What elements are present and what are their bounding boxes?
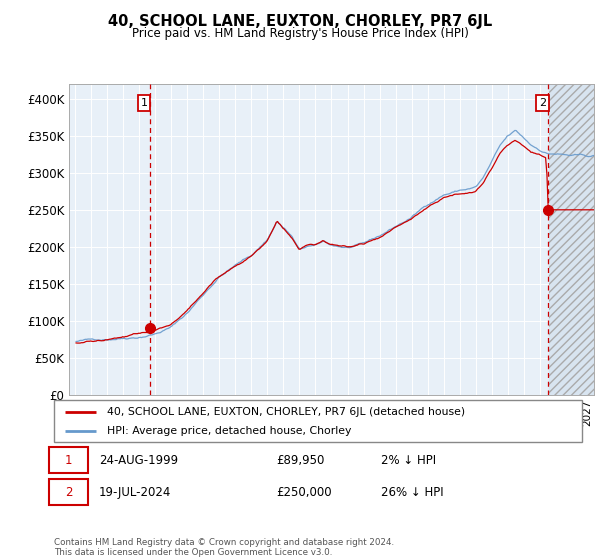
Text: 1: 1 bbox=[140, 98, 148, 108]
Bar bbox=[549, 84, 600, 395]
Text: 40, SCHOOL LANE, EUXTON, CHORLEY, PR7 6JL: 40, SCHOOL LANE, EUXTON, CHORLEY, PR7 6J… bbox=[108, 14, 492, 29]
Text: Price paid vs. HM Land Registry's House Price Index (HPI): Price paid vs. HM Land Registry's House … bbox=[131, 27, 469, 40]
Text: 2: 2 bbox=[65, 486, 72, 499]
Bar bbox=[549, 84, 600, 395]
Text: HPI: Average price, detached house, Chorley: HPI: Average price, detached house, Chor… bbox=[107, 426, 351, 436]
Text: £250,000: £250,000 bbox=[276, 486, 331, 499]
Text: 1: 1 bbox=[65, 454, 72, 466]
Text: £89,950: £89,950 bbox=[276, 454, 324, 466]
Text: 2: 2 bbox=[539, 98, 546, 108]
Text: 40, SCHOOL LANE, EUXTON, CHORLEY, PR7 6JL (detached house): 40, SCHOOL LANE, EUXTON, CHORLEY, PR7 6J… bbox=[107, 407, 465, 417]
FancyBboxPatch shape bbox=[49, 447, 88, 473]
FancyBboxPatch shape bbox=[54, 400, 582, 442]
Text: 26% ↓ HPI: 26% ↓ HPI bbox=[382, 486, 444, 499]
Text: 24-AUG-1999: 24-AUG-1999 bbox=[99, 454, 178, 466]
Text: 19-JUL-2024: 19-JUL-2024 bbox=[99, 486, 171, 499]
Text: Contains HM Land Registry data © Crown copyright and database right 2024.
This d: Contains HM Land Registry data © Crown c… bbox=[54, 538, 394, 557]
Text: 2% ↓ HPI: 2% ↓ HPI bbox=[382, 454, 436, 466]
FancyBboxPatch shape bbox=[49, 479, 88, 505]
